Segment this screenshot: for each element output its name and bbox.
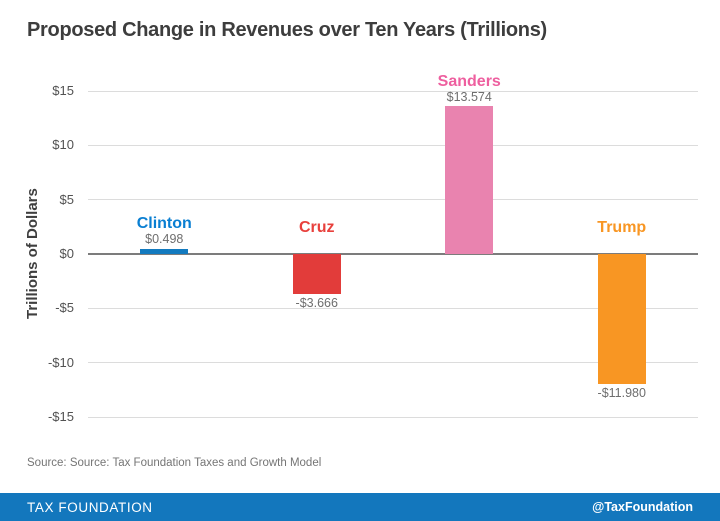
bar-clinton xyxy=(140,248,189,254)
gridline xyxy=(88,144,698,146)
y-tick-label: $15 xyxy=(52,83,74,98)
y-tick-label: $5 xyxy=(59,191,74,207)
gridline xyxy=(88,416,698,418)
y-tick-label: -$10 xyxy=(47,354,74,370)
bar-sanders xyxy=(445,106,494,254)
gridline xyxy=(88,90,698,92)
y-tick-label: -$5 xyxy=(55,300,74,316)
bar-name-label-cruz: Cruz xyxy=(298,219,335,236)
bar-value-label-cruz: -$3.666 xyxy=(295,295,338,310)
plot-area: $15 $10 $5 $0 -$5 -$10 -$15 Clinton $0.498 Cruz -$… xyxy=(48,73,698,424)
bar-cruz xyxy=(292,254,341,294)
gridline xyxy=(88,307,698,309)
source-note: Source: Source: Tax Foundation Taxes and… xyxy=(27,457,322,469)
zero-axis-line xyxy=(88,253,698,255)
bar-name-label-clinton: Clinton xyxy=(136,214,192,232)
bar-value-label-trump: -$11.980 xyxy=(597,386,646,401)
y-tick-label: $10 xyxy=(52,137,74,153)
gridline xyxy=(88,199,698,201)
bar-value-label-sanders: $13.574 xyxy=(446,89,492,104)
bar-trump xyxy=(597,254,646,385)
footer-brand: TAX FOUNDATION xyxy=(27,499,153,515)
footer-twitter-handle: @TaxFoundation xyxy=(592,500,693,514)
y-tick-label: -$15 xyxy=(47,409,74,424)
gridline xyxy=(88,362,698,364)
bar-name-label-trump: Trump xyxy=(597,219,647,236)
footer-bar: TAX FOUNDATION @TaxFoundation xyxy=(0,493,720,521)
bar-name-label-sanders: Sanders xyxy=(437,72,501,90)
chart-title: Proposed Change in Revenues over Ten Yea… xyxy=(27,19,547,41)
y-tick-label: $0 xyxy=(59,246,74,261)
bar-value-label-clinton: $0.498 xyxy=(145,231,184,246)
